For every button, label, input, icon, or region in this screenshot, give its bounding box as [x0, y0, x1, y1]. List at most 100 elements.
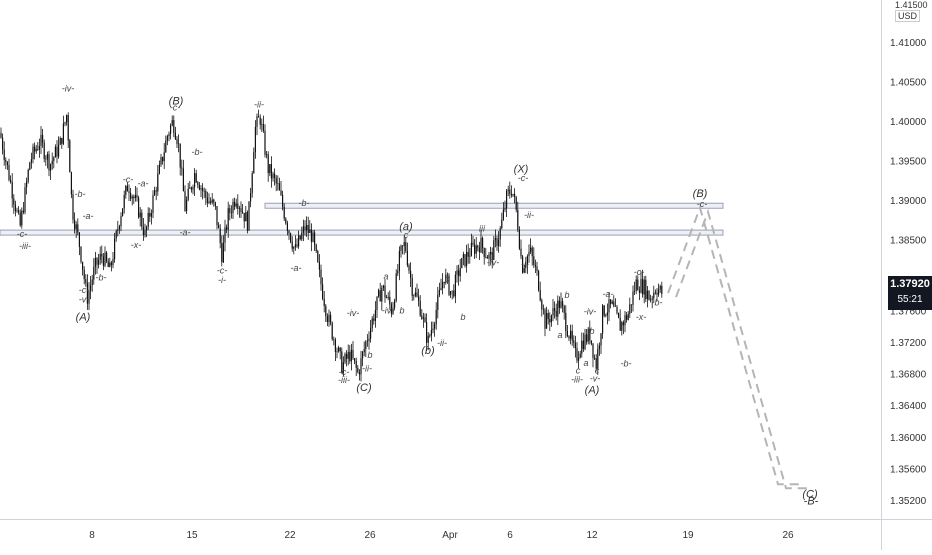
candle-body — [162, 157, 164, 162]
candle-body — [147, 213, 149, 227]
candle-body — [334, 339, 336, 353]
candle-body — [477, 245, 479, 248]
candle-body — [35, 149, 37, 152]
candle-body — [587, 328, 589, 342]
candle-body — [365, 341, 367, 350]
wave-label: -a- — [291, 263, 302, 273]
candle-body — [269, 164, 271, 174]
candle-body — [262, 124, 264, 131]
candle-body — [506, 190, 508, 209]
currency-label[interactable]: USD — [895, 10, 921, 22]
projection-path — [667, 204, 800, 486]
candle-body — [539, 289, 541, 301]
candle-body — [558, 300, 560, 308]
candle-body — [298, 235, 300, 247]
candle-body — [654, 292, 656, 294]
candle-body — [310, 229, 312, 242]
candle-body — [565, 312, 567, 332]
candle-body — [509, 189, 511, 194]
wave-label: a — [383, 272, 388, 282]
candle-body — [114, 238, 116, 260]
candle-body — [99, 253, 101, 261]
wave-label: -a- — [180, 227, 191, 237]
candle-body — [195, 173, 197, 183]
candle-body — [395, 273, 397, 301]
candle-body — [563, 306, 565, 313]
candle-body — [328, 314, 330, 323]
candle-body — [5, 160, 7, 162]
candle-body — [184, 191, 186, 212]
candle-body — [206, 197, 208, 204]
candle-body — [406, 250, 408, 266]
price-tick: 1.40500 — [890, 77, 927, 88]
price-tick: 1.41000 — [890, 38, 927, 49]
wave-label: -a- — [138, 179, 149, 189]
candle-body — [59, 138, 61, 145]
candle-body — [402, 245, 404, 247]
candle-body — [43, 142, 45, 159]
candle-body — [200, 188, 202, 190]
candle-body — [230, 212, 232, 214]
wave-label: -iii- — [19, 241, 31, 251]
candle-body — [75, 224, 77, 230]
candle-body — [422, 317, 424, 319]
candle-body — [598, 345, 600, 350]
candle-body — [226, 227, 228, 230]
candle-body — [216, 206, 218, 226]
candle-body — [280, 190, 282, 195]
candle-body — [592, 343, 594, 358]
candle-body — [110, 262, 112, 266]
wave-label: -iv- — [584, 306, 597, 316]
candle-body — [315, 244, 317, 251]
candle-body — [322, 284, 324, 299]
wave-label: -b- — [299, 198, 310, 208]
candle-body — [381, 288, 383, 302]
candle-body — [261, 124, 263, 125]
wave-label: c — [595, 366, 600, 376]
candle-body — [360, 358, 362, 375]
candle-body — [472, 242, 474, 245]
candle-body — [125, 185, 127, 195]
major-wave-label: (C) — [802, 489, 818, 501]
top-price-label: 1.41500 — [895, 0, 928, 10]
candle-body — [397, 270, 399, 274]
candle-body — [109, 262, 111, 267]
candle-body — [208, 201, 210, 204]
candle-body — [413, 295, 415, 297]
time-tick: 6 — [507, 530, 513, 541]
candle-body — [186, 199, 188, 212]
candle-body — [32, 146, 34, 160]
wave-label: -ii- — [254, 100, 264, 110]
candle-body — [424, 317, 426, 323]
candle-body — [624, 315, 626, 326]
major-wave-label: (A) — [76, 312, 91, 324]
wave-label: b — [399, 306, 404, 316]
candle-body — [490, 252, 492, 255]
price-tick: 1.37600 — [890, 306, 927, 317]
candle-body — [446, 274, 448, 276]
candle-body — [507, 189, 509, 191]
candle-body — [578, 357, 580, 361]
candle-body — [474, 244, 476, 254]
candle-body — [560, 301, 562, 308]
candle-body — [51, 160, 53, 165]
candle-body — [555, 310, 557, 317]
candle-body — [557, 300, 559, 317]
wave-label: -v- — [590, 374, 601, 384]
candle-body — [229, 208, 231, 213]
candle-body — [88, 290, 90, 304]
candle-body — [13, 198, 15, 205]
candle-body — [173, 120, 175, 133]
candle-body — [613, 301, 615, 307]
candle-body — [574, 342, 576, 349]
wave-label: a — [557, 330, 562, 340]
candle-body — [355, 360, 357, 368]
candle-body — [78, 232, 80, 247]
candle-body — [98, 260, 100, 265]
candle-body — [174, 132, 176, 140]
candle-body — [344, 354, 346, 363]
candle-body — [83, 269, 85, 280]
wave-label: -c- — [697, 199, 708, 209]
candle-body — [426, 322, 428, 343]
